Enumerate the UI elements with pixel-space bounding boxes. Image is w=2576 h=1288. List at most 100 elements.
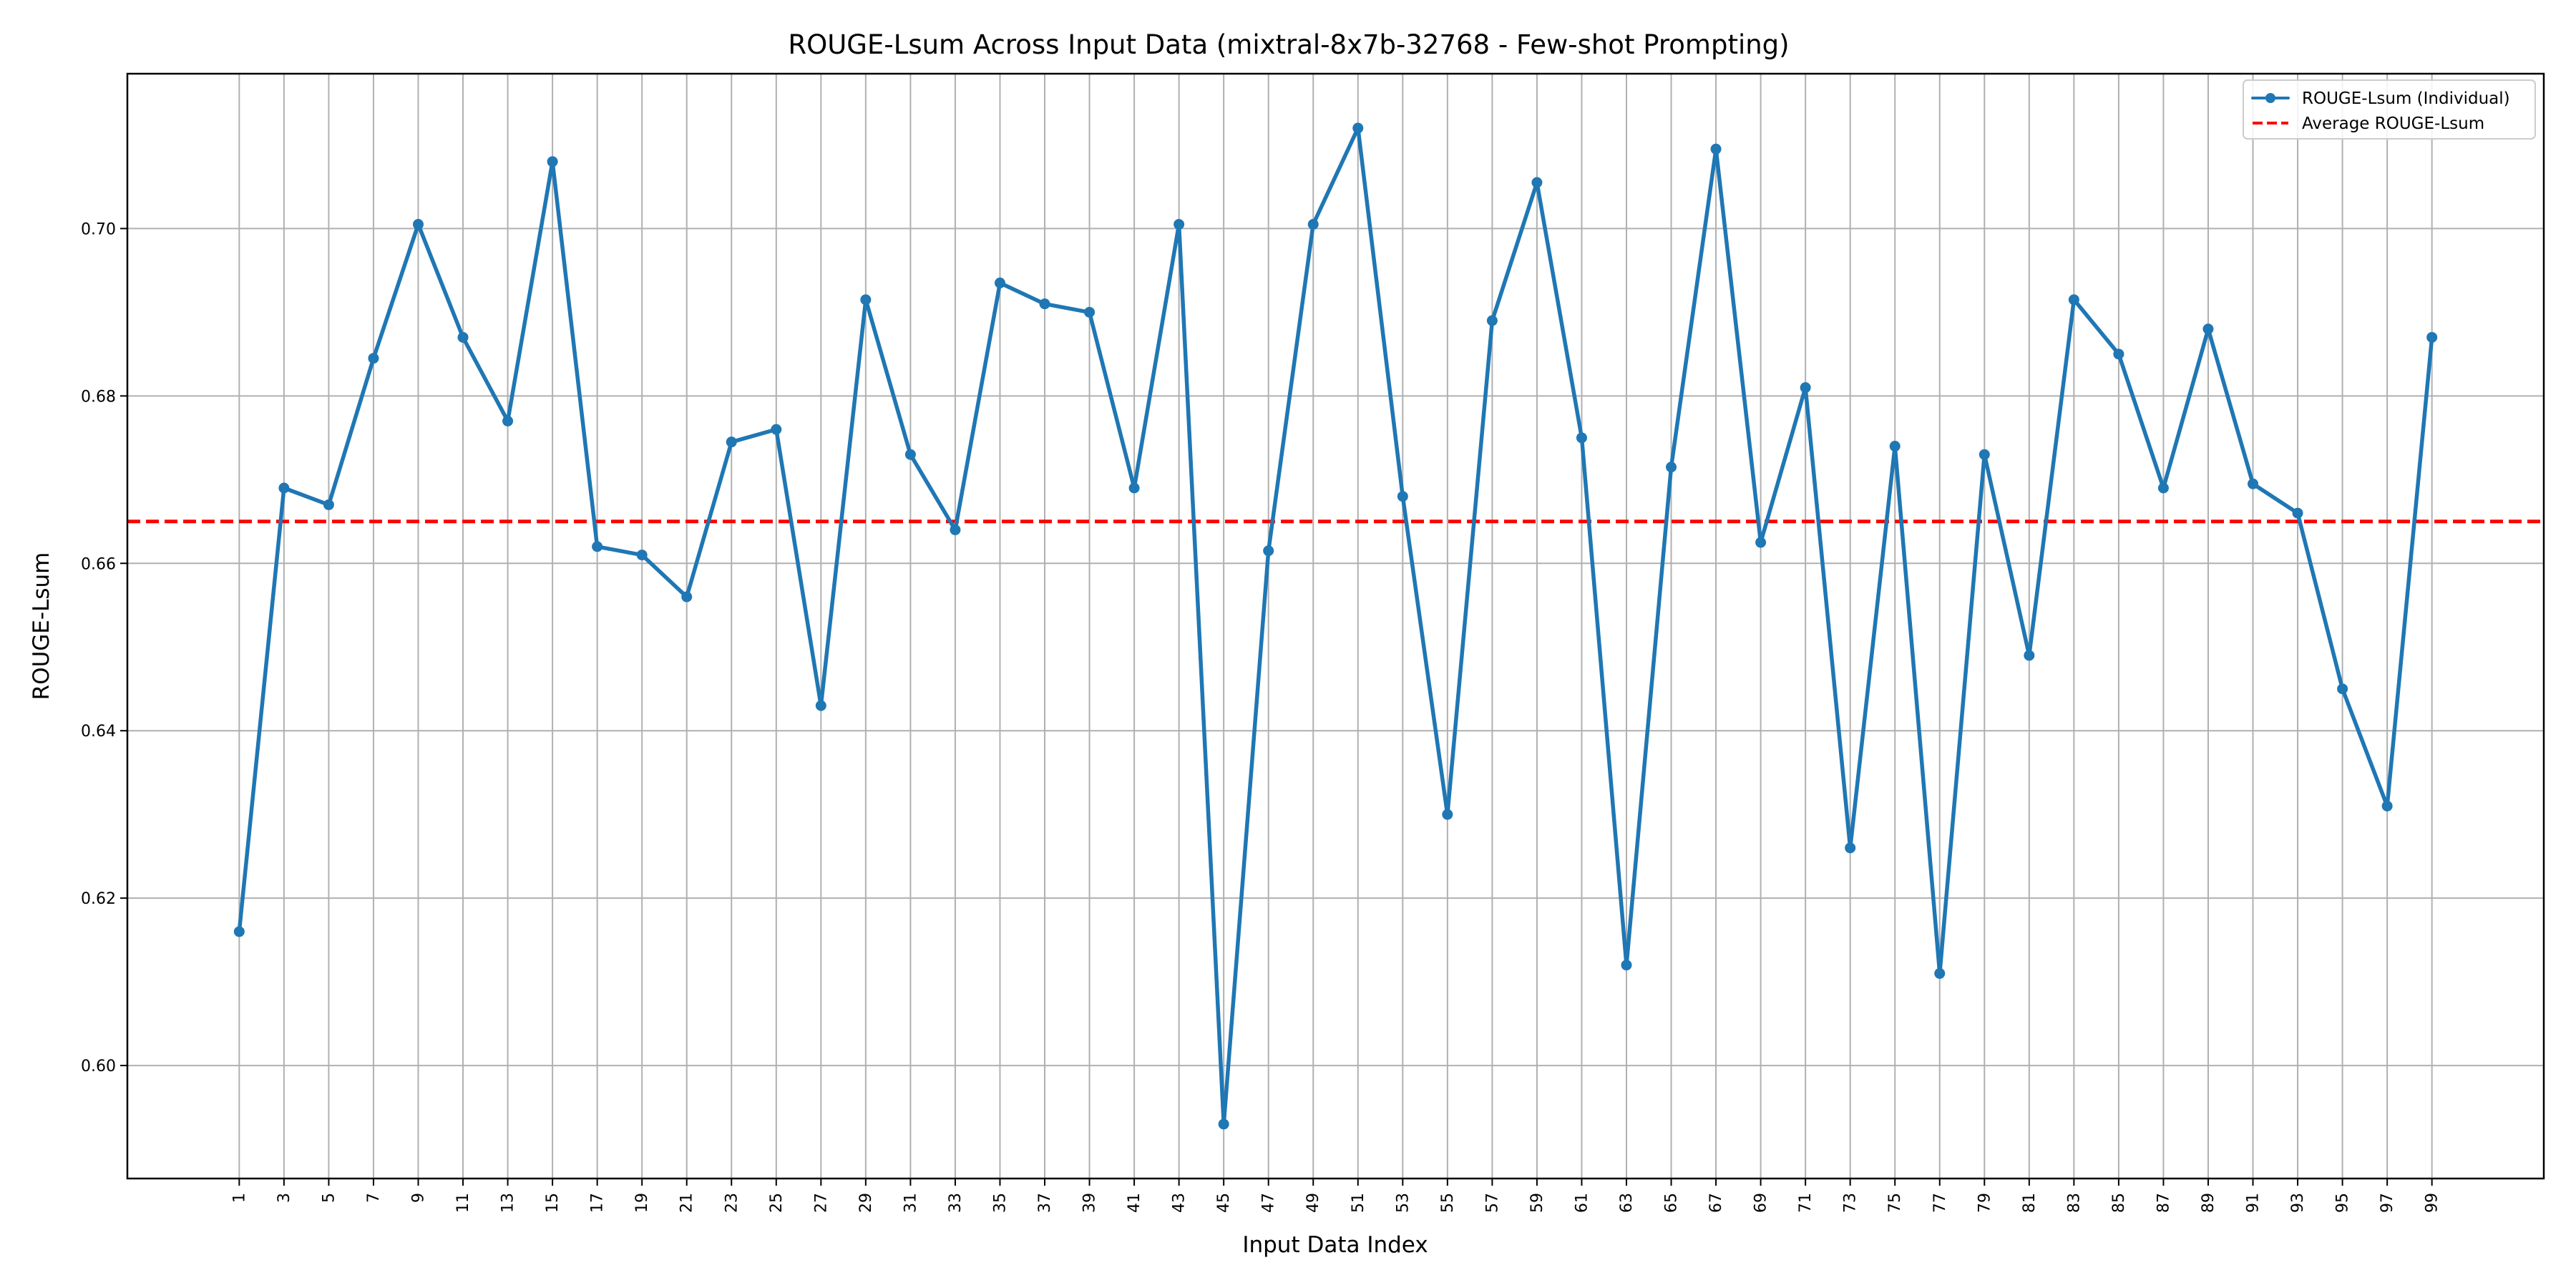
x-tick-label: 3 bbox=[275, 1193, 293, 1203]
data-point bbox=[1084, 306, 1096, 318]
x-tick-label: 63 bbox=[1618, 1193, 1636, 1213]
data-point bbox=[1128, 482, 1140, 494]
data-point bbox=[2381, 800, 2393, 811]
x-tick-label: 5 bbox=[320, 1193, 338, 1203]
data-point bbox=[860, 294, 872, 306]
data-point bbox=[2292, 507, 2303, 519]
data-point bbox=[1442, 809, 1453, 820]
x-tick-label: 99 bbox=[2424, 1193, 2441, 1213]
data-point bbox=[994, 277, 1005, 288]
data-point bbox=[1889, 441, 1901, 452]
data-point bbox=[2337, 683, 2348, 695]
x-tick-label: 49 bbox=[1304, 1193, 1322, 1213]
data-point bbox=[2157, 482, 2169, 494]
chart-title: ROUGE-Lsum Across Input Data (mixtral-8x… bbox=[788, 29, 1789, 60]
data-point bbox=[2068, 294, 2079, 306]
legend-marker-individual bbox=[2265, 93, 2275, 103]
x-tick-label: 79 bbox=[1976, 1193, 1994, 1213]
data-point bbox=[1576, 432, 1587, 444]
data-point bbox=[2248, 478, 2259, 489]
y-axis-ticks: 0.60 0.62 0.64 0.66 0.68 0.70 bbox=[81, 220, 127, 1075]
data-point bbox=[1218, 1118, 1229, 1130]
x-tick-label: 75 bbox=[1886, 1193, 1904, 1213]
y-tick-label: 0.64 bbox=[81, 723, 116, 741]
x-tick-label: 1 bbox=[230, 1193, 248, 1203]
data-point bbox=[1486, 315, 1498, 326]
legend: ROUGE-Lsum (Individual) Average ROUGE-Ls… bbox=[2243, 79, 2536, 140]
x-tick-label: 89 bbox=[2200, 1193, 2218, 1213]
x-tick-label: 43 bbox=[1171, 1193, 1189, 1213]
x-tick-label: 57 bbox=[1483, 1193, 1501, 1213]
data-point bbox=[1934, 967, 1946, 979]
data-point bbox=[1352, 122, 1364, 134]
x-tick-label: 41 bbox=[1126, 1193, 1143, 1213]
x-tick-label: 27 bbox=[812, 1193, 830, 1213]
data-point bbox=[904, 449, 916, 460]
x-tick-label: 15 bbox=[544, 1193, 562, 1213]
data-point bbox=[502, 415, 514, 426]
x-tick-label: 35 bbox=[991, 1193, 1009, 1213]
data-point bbox=[323, 499, 334, 510]
y-tick-label: 0.68 bbox=[81, 388, 116, 406]
x-tick-label: 23 bbox=[723, 1193, 741, 1213]
x-tick-label: 77 bbox=[1931, 1193, 1949, 1213]
data-point bbox=[2113, 348, 2124, 360]
x-tick-label: 97 bbox=[2379, 1193, 2396, 1213]
x-tick-label: 53 bbox=[1394, 1193, 1412, 1213]
y-tick-label: 0.62 bbox=[81, 890, 116, 908]
y-tick-label: 0.70 bbox=[81, 220, 116, 238]
x-tick-label: 69 bbox=[1752, 1193, 1770, 1213]
x-tick-label: 95 bbox=[2334, 1193, 2352, 1213]
x-tick-label: 47 bbox=[1260, 1193, 1278, 1213]
x-tick-label: 11 bbox=[454, 1193, 472, 1213]
data-point bbox=[1845, 842, 1856, 854]
x-tick-label: 73 bbox=[1842, 1193, 1860, 1213]
data-point bbox=[1666, 462, 1677, 473]
legend-label-individual: ROUGE-Lsum (Individual) bbox=[2302, 89, 2510, 108]
x-tick-label: 21 bbox=[678, 1193, 696, 1213]
data-point bbox=[1174, 219, 1185, 230]
x-tick-label: 9 bbox=[409, 1193, 427, 1203]
data-point bbox=[1039, 298, 1050, 310]
data-point bbox=[1800, 382, 1811, 394]
x-tick-label: 39 bbox=[1081, 1193, 1099, 1213]
x-tick-label: 29 bbox=[857, 1193, 875, 1213]
x-axis-ticks: 1 3 5 7 9 11 13 15 17 19 21 23 25 27 29 31 33 35 37 39 41 43 4… bbox=[230, 1179, 2441, 1213]
data-point bbox=[950, 524, 961, 535]
legend-label-average: Average ROUGE-Lsum bbox=[2302, 114, 2484, 133]
series-layer bbox=[233, 122, 2438, 1130]
legend-frame bbox=[2243, 79, 2536, 140]
x-tick-label: 67 bbox=[1707, 1193, 1725, 1213]
data-point bbox=[771, 424, 782, 435]
data-point bbox=[2426, 331, 2438, 343]
data-point bbox=[636, 550, 648, 561]
data-point bbox=[2024, 650, 2035, 661]
x-tick-label: 91 bbox=[2245, 1193, 2263, 1213]
data-point bbox=[1263, 545, 1274, 557]
data-point bbox=[681, 591, 693, 602]
x-tick-label: 7 bbox=[365, 1193, 383, 1203]
data-point bbox=[1307, 219, 1319, 230]
data-point bbox=[1755, 537, 1767, 548]
data-point bbox=[2202, 323, 2214, 335]
x-tick-label: 71 bbox=[1797, 1193, 1815, 1213]
x-tick-label: 17 bbox=[589, 1193, 607, 1213]
data-point bbox=[592, 541, 603, 552]
x-tick-label: 13 bbox=[499, 1193, 517, 1213]
data-point bbox=[1979, 449, 1990, 460]
data-point bbox=[815, 700, 826, 711]
series-line-individual bbox=[237, 126, 2434, 1126]
data-point bbox=[547, 156, 558, 167]
x-tick-label: 45 bbox=[1215, 1193, 1233, 1213]
x-tick-label: 65 bbox=[1663, 1193, 1681, 1213]
data-point bbox=[278, 482, 290, 494]
x-tick-label: 87 bbox=[2155, 1193, 2172, 1213]
data-point bbox=[368, 353, 379, 364]
data-point bbox=[412, 219, 424, 230]
x-tick-label: 81 bbox=[2021, 1193, 2039, 1213]
x-tick-label: 31 bbox=[902, 1193, 919, 1213]
data-point bbox=[457, 331, 469, 343]
data-point bbox=[726, 436, 737, 448]
y-tick-label: 0.66 bbox=[81, 555, 116, 573]
